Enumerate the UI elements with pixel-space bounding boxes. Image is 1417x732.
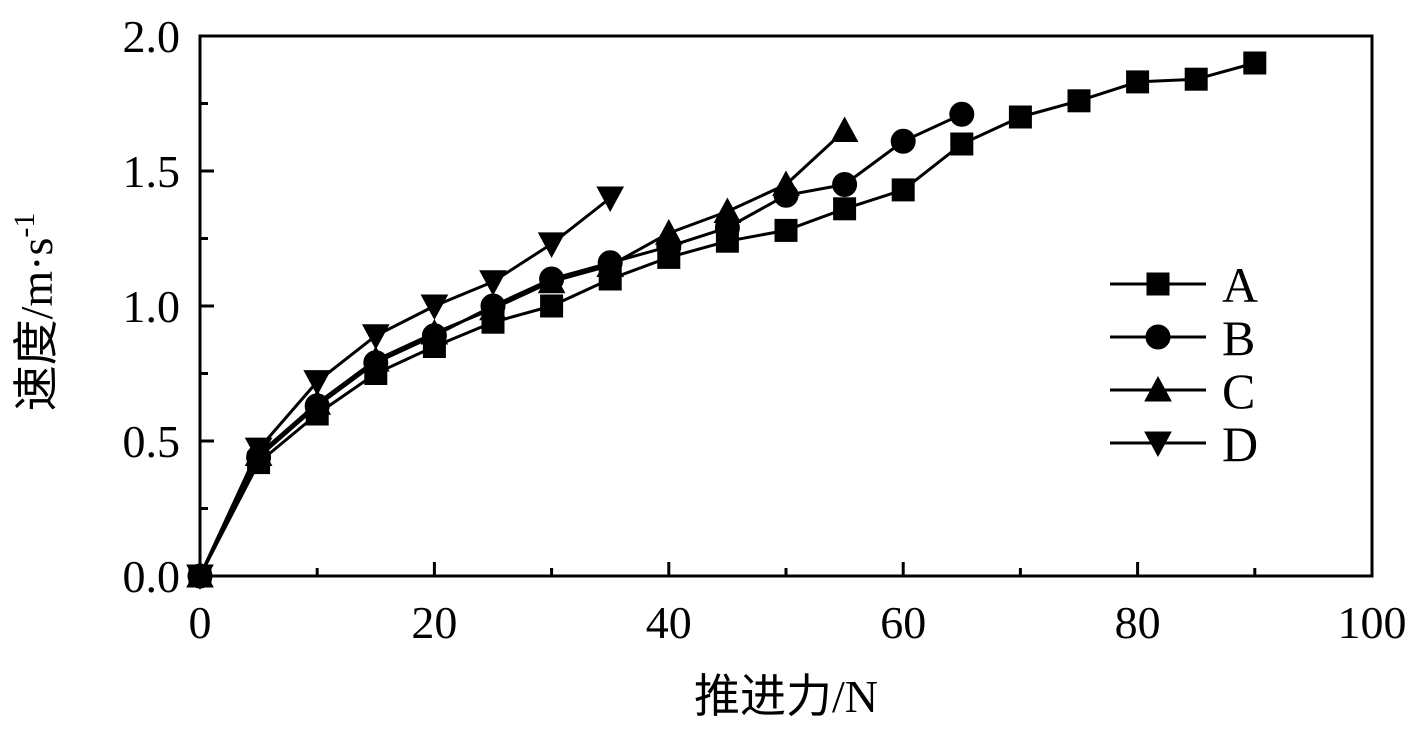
series-a-point bbox=[1126, 70, 1150, 94]
legend-item-b: B bbox=[1110, 310, 1255, 366]
series-c bbox=[186, 116, 859, 588]
y-tick-label: 2.0 bbox=[123, 11, 181, 62]
series-layer bbox=[186, 51, 1267, 591]
legend-label-c: C bbox=[1222, 363, 1255, 419]
series-c-point bbox=[654, 219, 683, 245]
y-tick-label: 1.5 bbox=[123, 146, 181, 197]
y-tick-label: 0.0 bbox=[123, 551, 181, 602]
legend-label-d: D bbox=[1222, 416, 1258, 472]
series-a-point bbox=[1243, 51, 1267, 75]
series-a-point bbox=[833, 197, 857, 221]
x-axis-title: 推进力/N bbox=[694, 671, 878, 722]
series-d-point bbox=[596, 186, 625, 213]
series-d-point bbox=[537, 232, 566, 258]
series-c-point bbox=[713, 197, 742, 223]
series-d bbox=[186, 186, 625, 591]
x-tick-label: 60 bbox=[880, 597, 926, 648]
series-d-point bbox=[303, 370, 332, 396]
y-axis-title-sup: -1 bbox=[8, 213, 41, 238]
series-a-point bbox=[774, 218, 798, 242]
x-tick-label: 80 bbox=[1115, 597, 1161, 648]
series-d-point bbox=[420, 294, 449, 321]
series-c-point bbox=[479, 294, 507, 321]
series-c-point bbox=[537, 267, 566, 294]
series-b-point bbox=[890, 128, 916, 154]
series-a-point bbox=[891, 178, 915, 202]
series-a-point bbox=[1008, 105, 1032, 129]
legend-label-a: A bbox=[1222, 257, 1258, 313]
series-a-point bbox=[1067, 89, 1091, 113]
axis-ticks: 0 20 40 60 80 100 0.0 0.5 1.0 1.5 2.0 bbox=[123, 11, 1407, 648]
legend-item-a: A bbox=[1110, 257, 1258, 313]
x-tick-label: 40 bbox=[646, 597, 692, 648]
y-tick-label: 1.0 bbox=[123, 281, 181, 332]
legend-label-b: B bbox=[1222, 310, 1255, 366]
series-c-point bbox=[830, 116, 859, 142]
series-d-point bbox=[186, 564, 214, 591]
series-c-point bbox=[361, 345, 390, 372]
series-b-point bbox=[949, 101, 975, 127]
series-c-point bbox=[596, 251, 625, 277]
series-a-point bbox=[540, 294, 564, 318]
series-d-point bbox=[361, 324, 390, 350]
series-d-point bbox=[479, 270, 507, 296]
y-axis-title-main: 速度/m·s bbox=[11, 238, 62, 412]
y-tick-label: 0.5 bbox=[123, 416, 181, 467]
series-a-point bbox=[950, 132, 974, 156]
legend-marker-d bbox=[1144, 431, 1172, 458]
legend-marker-c bbox=[1144, 375, 1172, 402]
series-a-point bbox=[1184, 67, 1208, 91]
y-axis-title: 速度/m·s-1 bbox=[8, 213, 62, 412]
series-c-point bbox=[772, 170, 800, 196]
series-d-point bbox=[244, 437, 273, 464]
series-c-point bbox=[420, 318, 449, 345]
legend-marker-a bbox=[1146, 272, 1170, 296]
series-c-point bbox=[303, 389, 332, 415]
legend-item-c: C bbox=[1110, 363, 1255, 419]
svg-text:速度/m·s-1: 速度/m·s-1 bbox=[8, 213, 62, 412]
x-tick-label: 20 bbox=[411, 597, 457, 648]
legend-marker-b bbox=[1145, 324, 1171, 350]
x-tick-label: 100 bbox=[1338, 597, 1407, 648]
legend-item-d: D bbox=[1110, 416, 1258, 472]
x-tick-label: 0 bbox=[189, 597, 212, 648]
series-b-point bbox=[832, 172, 858, 197]
